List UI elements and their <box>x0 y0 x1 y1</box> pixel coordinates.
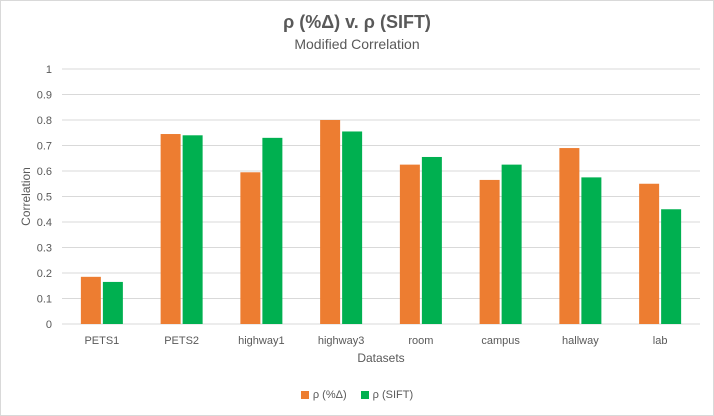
x-tick-label: highway1 <box>238 335 284 347</box>
legend-item-series-1: ρ (SIFT) <box>360 389 414 401</box>
bar-highway1-series-1 <box>262 137 283 324</box>
x-tick-label: hallway <box>562 335 599 347</box>
legend-label: ρ (SIFT) <box>372 389 414 401</box>
chart-title: ρ (%Δ) v. ρ (SIFT) <box>283 12 431 32</box>
y-axis-label: Correlation <box>19 167 33 226</box>
x-tick-label: lab <box>653 335 668 347</box>
gridlines <box>62 68 700 325</box>
y-tick-label: 0.2 <box>37 268 52 280</box>
bar-room-series-0 <box>399 164 420 324</box>
bar-hallway-series-0 <box>559 148 580 324</box>
bar-PETS2-series-1 <box>182 135 203 324</box>
y-tick-label: 0 <box>46 319 52 331</box>
y-tick-label: 0.5 <box>37 192 52 204</box>
y-tick-label: 0.4 <box>37 217 52 229</box>
x-axis-ticks: PETS1 PETS2 highway1 highway3 room campus hall… <box>84 335 667 347</box>
y-tick-label: 0.1 <box>37 294 52 306</box>
legend-swatch <box>300 391 309 399</box>
chart-subtitle: Modified Correlation <box>294 36 420 52</box>
legend-label: ρ (%Δ) <box>312 389 347 401</box>
y-tick-label: 0.6 <box>37 166 52 178</box>
bar-highway3-series-1 <box>342 131 363 324</box>
y-tick-label: 0.3 <box>37 243 52 255</box>
y-tick-label: 0.9 <box>37 90 52 102</box>
bar-lab-series-1 <box>661 209 682 324</box>
bar-hallway-series-1 <box>581 177 602 324</box>
bar-PETS1-series-0 <box>80 276 101 324</box>
bar-PETS1-series-1 <box>102 281 123 324</box>
bar-lab-series-0 <box>639 183 660 324</box>
bar-campus-series-1 <box>501 164 522 324</box>
y-tick-label: 0.7 <box>37 141 52 153</box>
x-tick-label: PETS2 <box>164 335 199 347</box>
bar-room-series-1 <box>421 156 442 324</box>
legend-item-series-0: ρ (%Δ) <box>300 389 347 401</box>
legend: ρ (%Δ) ρ (SIFT) <box>0 389 714 401</box>
x-tick-label: room <box>408 335 433 347</box>
y-tick-label: 0.8 <box>37 115 52 127</box>
bar-PETS2-series-0 <box>160 134 181 324</box>
legend-swatch <box>360 391 369 399</box>
x-tick-label: PETS1 <box>84 335 119 347</box>
x-axis-label: Datasets <box>357 351 404 365</box>
bar-highway1-series-0 <box>240 172 261 324</box>
bar-highway3-series-0 <box>320 120 341 324</box>
y-tick-label: 1 <box>46 64 52 76</box>
bar-campus-series-0 <box>479 179 500 324</box>
y-axis-ticks: 0 0.1 0.2 0.3 0.4 0.5 0.6 0.7 0.8 0.9 1 <box>37 64 52 331</box>
x-tick-label: highway3 <box>318 335 364 347</box>
x-tick-label: campus <box>481 335 520 347</box>
bars <box>80 120 682 324</box>
